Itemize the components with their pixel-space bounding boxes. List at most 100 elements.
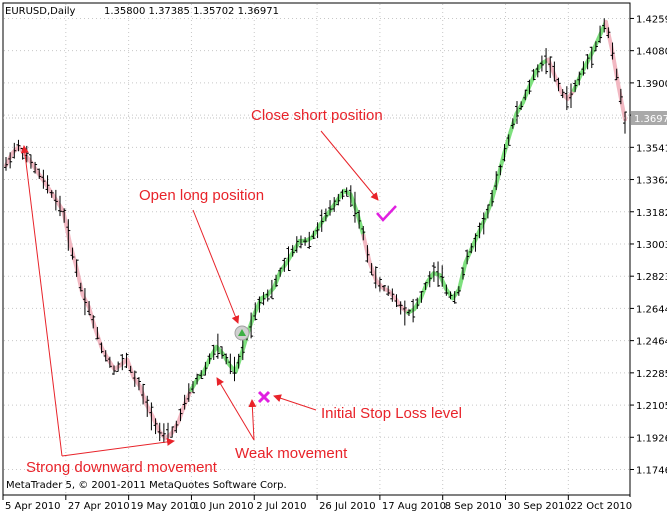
ohlc-bar <box>199 370 204 379</box>
ohlc-bar <box>274 274 279 287</box>
ohlc-bar <box>419 291 424 303</box>
ohlc-bar <box>253 302 258 321</box>
entry-marker <box>234 325 250 341</box>
ohlc-bar <box>95 326 100 340</box>
ohlc-bar <box>556 77 561 92</box>
ohlc-bar <box>269 279 274 300</box>
downtrend-segment <box>603 19 627 122</box>
ohlc-bar <box>303 237 308 246</box>
ohlc-bar <box>16 139 21 152</box>
ohlc-bar <box>195 373 200 385</box>
ohlc-bar <box>170 426 175 438</box>
ohlc-bar <box>523 89 528 101</box>
annotation-close-short: Close short position <box>251 107 383 124</box>
price-bars <box>4 18 627 445</box>
annotation-initial-stop-loss: Initial Stop Loss level <box>321 405 462 422</box>
ohlc-bar <box>120 354 125 371</box>
ohlc-bar <box>323 208 328 222</box>
ohlc-bar <box>373 266 378 289</box>
ohlc-bar <box>348 185 353 207</box>
ohlc-bar <box>178 408 183 422</box>
time-tick-label: 26 Jul 2010 <box>319 501 376 512</box>
ohlc-bar <box>568 83 573 109</box>
ohlc-bar <box>402 300 407 326</box>
ohlc-bar <box>307 231 312 249</box>
ohlc-bar <box>477 222 482 239</box>
ohlc-bar <box>319 209 324 232</box>
ohlc-bar <box>344 187 349 197</box>
ohlc-bar <box>390 288 395 302</box>
ohlc-bar <box>58 195 63 217</box>
ohlc-bar <box>510 118 515 129</box>
ohlc-bar <box>87 300 92 316</box>
ohlc-bar <box>8 152 13 169</box>
ohlc-bar <box>232 356 237 382</box>
ohlc-bar <box>544 48 549 75</box>
ohlc-bar <box>66 219 71 251</box>
ohlc-bar <box>182 394 187 410</box>
ohlc-bar <box>203 361 208 376</box>
ohlc-bar <box>311 230 316 240</box>
ohlc-bar <box>452 291 457 304</box>
ohlc-bar <box>440 265 445 287</box>
ohlc-bar <box>78 282 83 292</box>
ohlc-bar <box>265 289 270 302</box>
ohlc-bar <box>215 333 220 359</box>
ohlc-bar <box>519 101 524 110</box>
ohlc-bar <box>249 312 254 339</box>
ohlc-bar <box>12 142 17 159</box>
ohlc-bar <box>377 277 382 292</box>
ohlc-bar <box>186 383 191 402</box>
ohlc-bar <box>282 257 287 272</box>
ohlc-bar <box>332 197 337 212</box>
ohlc-bar <box>62 208 67 223</box>
ohlc-bar <box>211 344 216 360</box>
ohlc-bar <box>531 68 536 81</box>
ohlc-bar <box>91 315 96 329</box>
ohlc-bar <box>623 111 627 134</box>
ohlc-bar <box>145 395 150 417</box>
price-tick-label: 1.26440 <box>636 304 667 315</box>
ohlc-bar <box>423 282 428 290</box>
ohlc-bar <box>340 189 345 200</box>
price-tick-label: 1.21055 <box>636 401 667 412</box>
ohlc-bar <box>602 18 607 33</box>
copyright-text: MetaTrader 5, © 2001-2011 MetaQuotes Sof… <box>6 480 287 491</box>
ohlc-bar <box>427 271 432 288</box>
arrow-open-long <box>192 209 240 324</box>
ohlc-bar <box>294 236 299 253</box>
ohlc-bar <box>552 61 557 82</box>
ohlc-bar <box>502 143 507 162</box>
ohlc-bar <box>394 294 399 308</box>
ohlc-bar <box>286 246 291 272</box>
stop-loss-marker <box>257 390 271 404</box>
ohlc-bar <box>41 169 46 189</box>
ohlc-bar <box>473 233 478 252</box>
price-tick-label: 1.33620 <box>636 176 667 187</box>
ohlc-bar <box>577 71 582 86</box>
ohlc-bar <box>514 101 519 124</box>
downtrend-segment <box>546 57 576 102</box>
ohlc-bar <box>116 361 121 372</box>
ohlc-bar <box>261 292 266 306</box>
ohlc-bar <box>469 243 474 254</box>
ohlc-bar <box>361 226 366 241</box>
ohlc-bar <box>220 346 225 359</box>
ohlc-bar <box>411 298 416 323</box>
ohlc-bar <box>257 296 262 313</box>
arrow-weak-2 <box>248 399 257 441</box>
annotations: Strong downward movement Weak movement O… <box>20 107 462 476</box>
ohlc-bar <box>278 267 283 277</box>
time-tick-label: 19 May 2010 <box>131 501 196 512</box>
ohlc-bar <box>444 284 449 296</box>
arrow-to-may-low <box>61 437 175 457</box>
ohlc-bar <box>573 79 578 93</box>
ohlc-bar <box>490 190 495 207</box>
ohlc-bar <box>112 365 117 375</box>
ohlc-bar <box>436 261 441 287</box>
ohlc-bar <box>153 418 158 435</box>
ohlc-bar <box>157 422 162 442</box>
